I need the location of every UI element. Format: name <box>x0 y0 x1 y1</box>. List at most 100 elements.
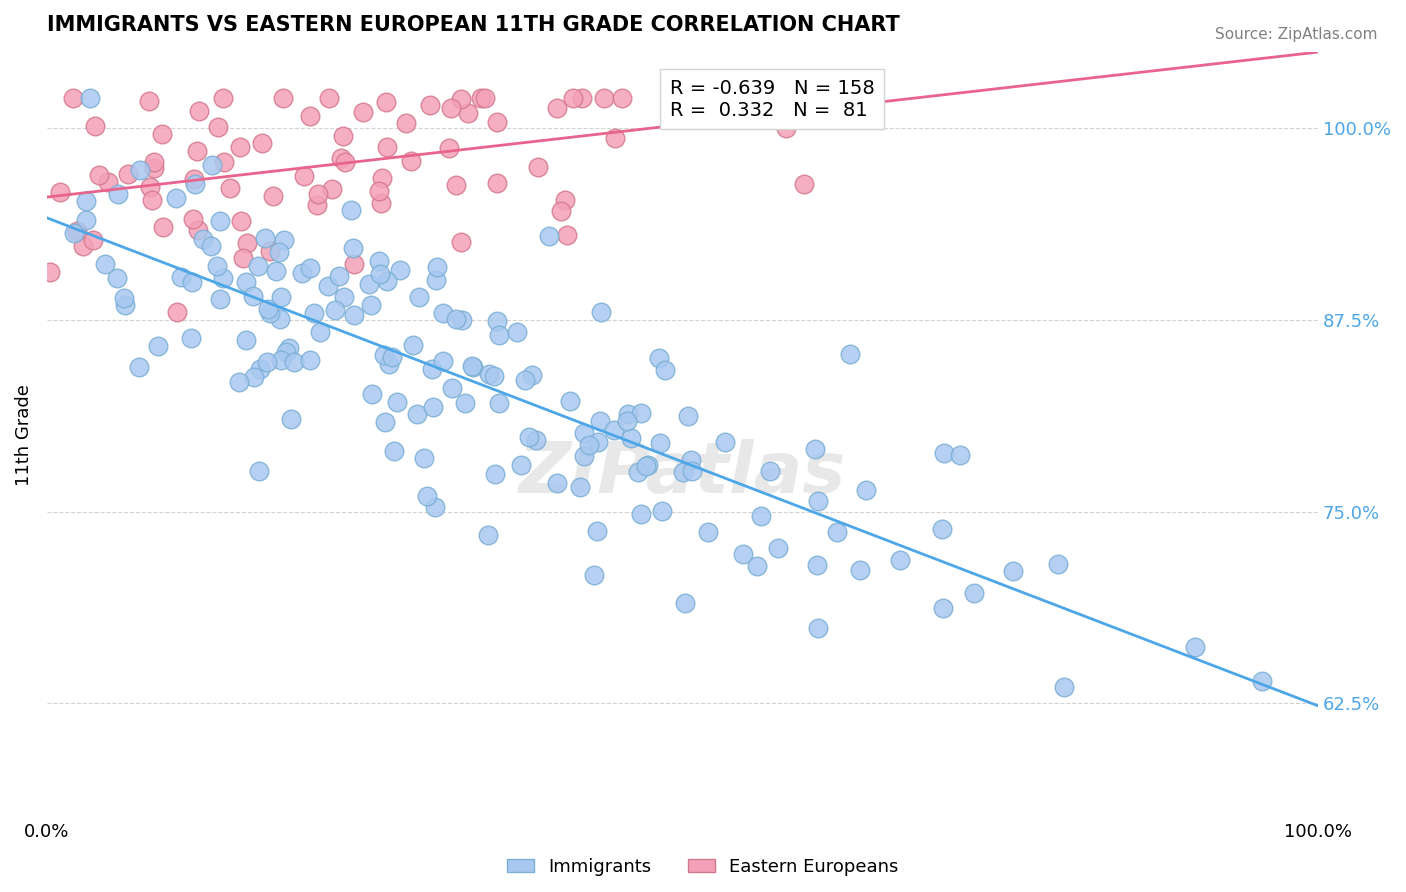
Point <box>461 359 484 374</box>
Point <box>578 438 600 452</box>
Point <box>672 466 695 480</box>
Point <box>437 141 460 155</box>
Point <box>370 171 392 186</box>
Point <box>184 177 207 191</box>
Point <box>367 185 389 199</box>
Point <box>375 95 398 109</box>
Point <box>714 434 737 449</box>
Point <box>731 547 754 561</box>
Point <box>79 91 101 105</box>
Point <box>82 233 104 247</box>
Point <box>207 120 229 135</box>
Point <box>557 228 579 243</box>
Point <box>152 220 174 235</box>
Point <box>360 298 382 312</box>
Point <box>630 406 652 420</box>
Point <box>142 155 165 169</box>
Point <box>141 194 163 208</box>
Point <box>388 263 411 277</box>
Point <box>685 106 707 120</box>
Point <box>419 97 441 112</box>
Point <box>112 291 135 305</box>
Point <box>269 312 291 326</box>
Point <box>586 524 609 538</box>
Point <box>352 105 374 120</box>
Point <box>793 177 815 191</box>
Point <box>114 298 136 312</box>
Point <box>1250 673 1272 688</box>
Point <box>94 257 117 271</box>
Point <box>654 363 676 377</box>
Point <box>457 105 479 120</box>
Point <box>183 211 205 226</box>
Point <box>75 213 97 227</box>
Point <box>273 233 295 247</box>
Point <box>252 136 274 151</box>
Point <box>307 198 329 212</box>
Point <box>339 203 361 218</box>
Point <box>368 254 391 268</box>
Point <box>166 191 188 205</box>
Point <box>572 426 595 441</box>
Point <box>139 180 162 194</box>
Point <box>382 444 405 458</box>
Point <box>440 101 463 115</box>
Point <box>207 259 229 273</box>
Point <box>485 115 508 129</box>
Point <box>117 167 139 181</box>
Point <box>561 91 583 105</box>
Point <box>269 244 291 259</box>
Point <box>84 119 107 133</box>
Point <box>188 103 211 118</box>
Point <box>142 161 165 175</box>
Point <box>524 434 547 448</box>
Point <box>370 267 392 281</box>
Point <box>280 411 302 425</box>
Point <box>1184 640 1206 654</box>
Point <box>825 524 848 539</box>
Point <box>617 407 640 421</box>
Point <box>803 442 825 457</box>
Point <box>932 601 955 615</box>
Point <box>247 463 270 477</box>
Point <box>278 341 301 355</box>
Point <box>374 415 396 429</box>
Point <box>679 91 702 105</box>
Point <box>474 91 496 105</box>
Point <box>318 91 340 105</box>
Point <box>186 144 208 158</box>
Point <box>766 541 789 555</box>
Point <box>426 260 449 274</box>
Point <box>647 351 669 366</box>
Point <box>63 226 86 240</box>
Point <box>637 458 659 472</box>
Point <box>461 359 484 374</box>
Point <box>450 235 472 250</box>
Point <box>87 168 110 182</box>
Point <box>128 359 150 374</box>
Point <box>509 458 531 472</box>
Point <box>484 467 506 481</box>
Point <box>527 160 550 174</box>
Point <box>681 464 703 478</box>
Point <box>148 339 170 353</box>
Point <box>676 409 699 423</box>
Point <box>373 348 395 362</box>
Point <box>181 275 204 289</box>
Point <box>413 450 436 465</box>
Point <box>420 362 443 376</box>
Point <box>256 355 278 369</box>
Point <box>931 522 953 536</box>
Point <box>486 313 509 327</box>
Point <box>406 408 429 422</box>
Point <box>648 436 671 450</box>
Text: IMMIGRANTS VS EASTERN EUROPEAN 11TH GRADE CORRELATION CHART: IMMIGRANTS VS EASTERN EUROPEAN 11TH GRAD… <box>46 15 900 35</box>
Point <box>422 401 444 415</box>
Point <box>332 128 354 143</box>
Point <box>488 327 510 342</box>
Point <box>200 239 222 253</box>
Point <box>963 586 986 600</box>
Point <box>949 448 972 462</box>
Point <box>862 91 884 105</box>
Point <box>343 257 366 271</box>
